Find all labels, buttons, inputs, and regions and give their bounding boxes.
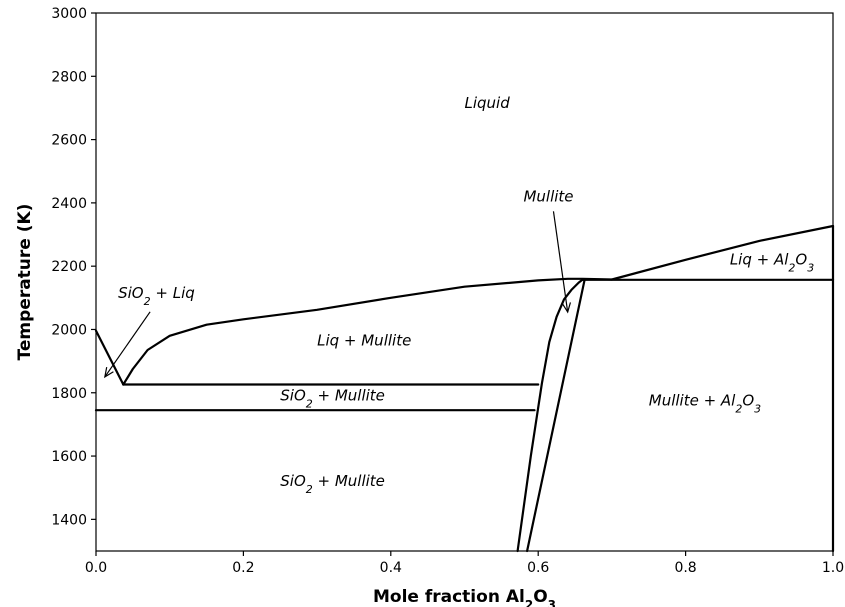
y-tick-label: 2600 [51, 133, 87, 149]
x-axis-ticks: 0.0 0.2 0.4 0.6 0.8 1.0 [85, 551, 844, 576]
x-tick-label: 1.0 [822, 560, 844, 576]
region-label-1: Liquid [465, 94, 511, 112]
region-label-5: SiO2 + Mullite [280, 387, 385, 411]
y-tick-label: 2400 [51, 196, 87, 212]
plot-frame [95, 12, 834, 552]
y-tick-label: 1400 [51, 512, 87, 528]
region-label-3: SiO2 + Liq [118, 284, 195, 308]
annotation-arrow [104, 311, 151, 378]
arrow-head [104, 367, 114, 379]
y-tick-label: 2000 [51, 322, 87, 338]
y-axis-title: Temperature (K) [15, 204, 35, 361]
y-axis-ticks: 1400 1600 1800 2000 2200 2400 2600 2800 3000 [51, 6, 96, 528]
y-tick-label: 2800 [51, 69, 87, 85]
boundary-line-2 [122, 277, 614, 386]
boundary-line-3 [610, 224, 835, 281]
y-tick-label: 3000 [51, 6, 87, 22]
arrow-head [561, 302, 572, 314]
region-label-6: SiO2 + Mullite [280, 472, 385, 496]
boundary-line-8 [525, 278, 586, 553]
x-tick-label: 0.8 [674, 560, 696, 576]
region-label-2: Mullite [523, 187, 573, 205]
boundary-line-1 [94, 329, 125, 386]
region-label-7: Liq + Al2O3 [730, 251, 814, 275]
x-tick-label: 0.6 [527, 560, 549, 576]
region-annotations: Liquid Mullite SiO2 + Liq Liq + Mullite SiO2… [104, 94, 814, 496]
x-tick-label: 0.4 [380, 560, 402, 576]
x-tick-label: 0.0 [85, 560, 107, 576]
x-tick-label: 0.2 [232, 560, 254, 576]
boundary-line-7 [516, 278, 584, 553]
x-axis-title: Mole fraction Al2O3 [373, 587, 556, 607]
annotation-arrow [552, 211, 569, 313]
y-tick-label: 1800 [51, 386, 87, 402]
region-label-8: Mullite + Al2O3 [649, 391, 761, 415]
region-label-4: Liq + Mullite [317, 331, 411, 349]
y-tick-label: 1600 [51, 449, 87, 465]
y-tick-label: 2200 [51, 259, 87, 275]
phase-boundary-lines [94, 224, 835, 553]
